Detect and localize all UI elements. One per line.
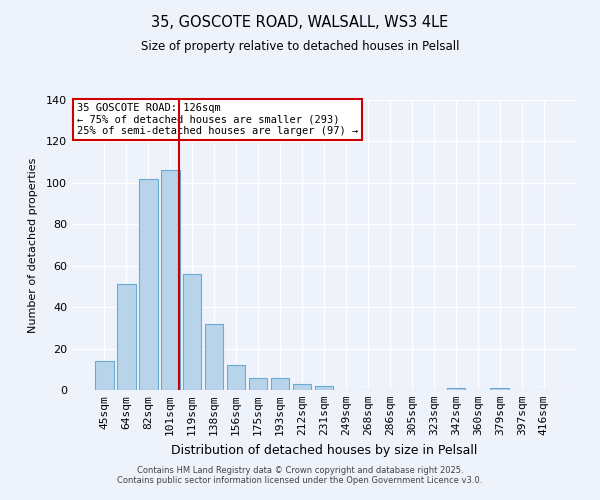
Bar [490,388,509,390]
Bar [117,284,136,390]
Bar [183,274,202,390]
Bar [293,384,311,390]
Bar [227,365,245,390]
Bar [95,361,113,390]
Bar [205,324,223,390]
Y-axis label: Number of detached properties: Number of detached properties [28,158,38,332]
Bar [314,386,334,390]
X-axis label: Distribution of detached houses by size in Pelsall: Distribution of detached houses by size … [171,444,477,456]
Text: Size of property relative to detached houses in Pelsall: Size of property relative to detached ho… [141,40,459,53]
Bar [271,378,289,390]
Bar [249,378,268,390]
Bar [161,170,179,390]
Text: 35, GOSCOTE ROAD, WALSALL, WS3 4LE: 35, GOSCOTE ROAD, WALSALL, WS3 4LE [151,15,449,30]
Bar [446,388,465,390]
Text: Contains HM Land Registry data © Crown copyright and database right 2025.
Contai: Contains HM Land Registry data © Crown c… [118,466,482,485]
Text: 35 GOSCOTE ROAD: 126sqm
← 75% of detached houses are smaller (293)
25% of semi-d: 35 GOSCOTE ROAD: 126sqm ← 75% of detache… [77,103,358,136]
Bar [139,178,158,390]
